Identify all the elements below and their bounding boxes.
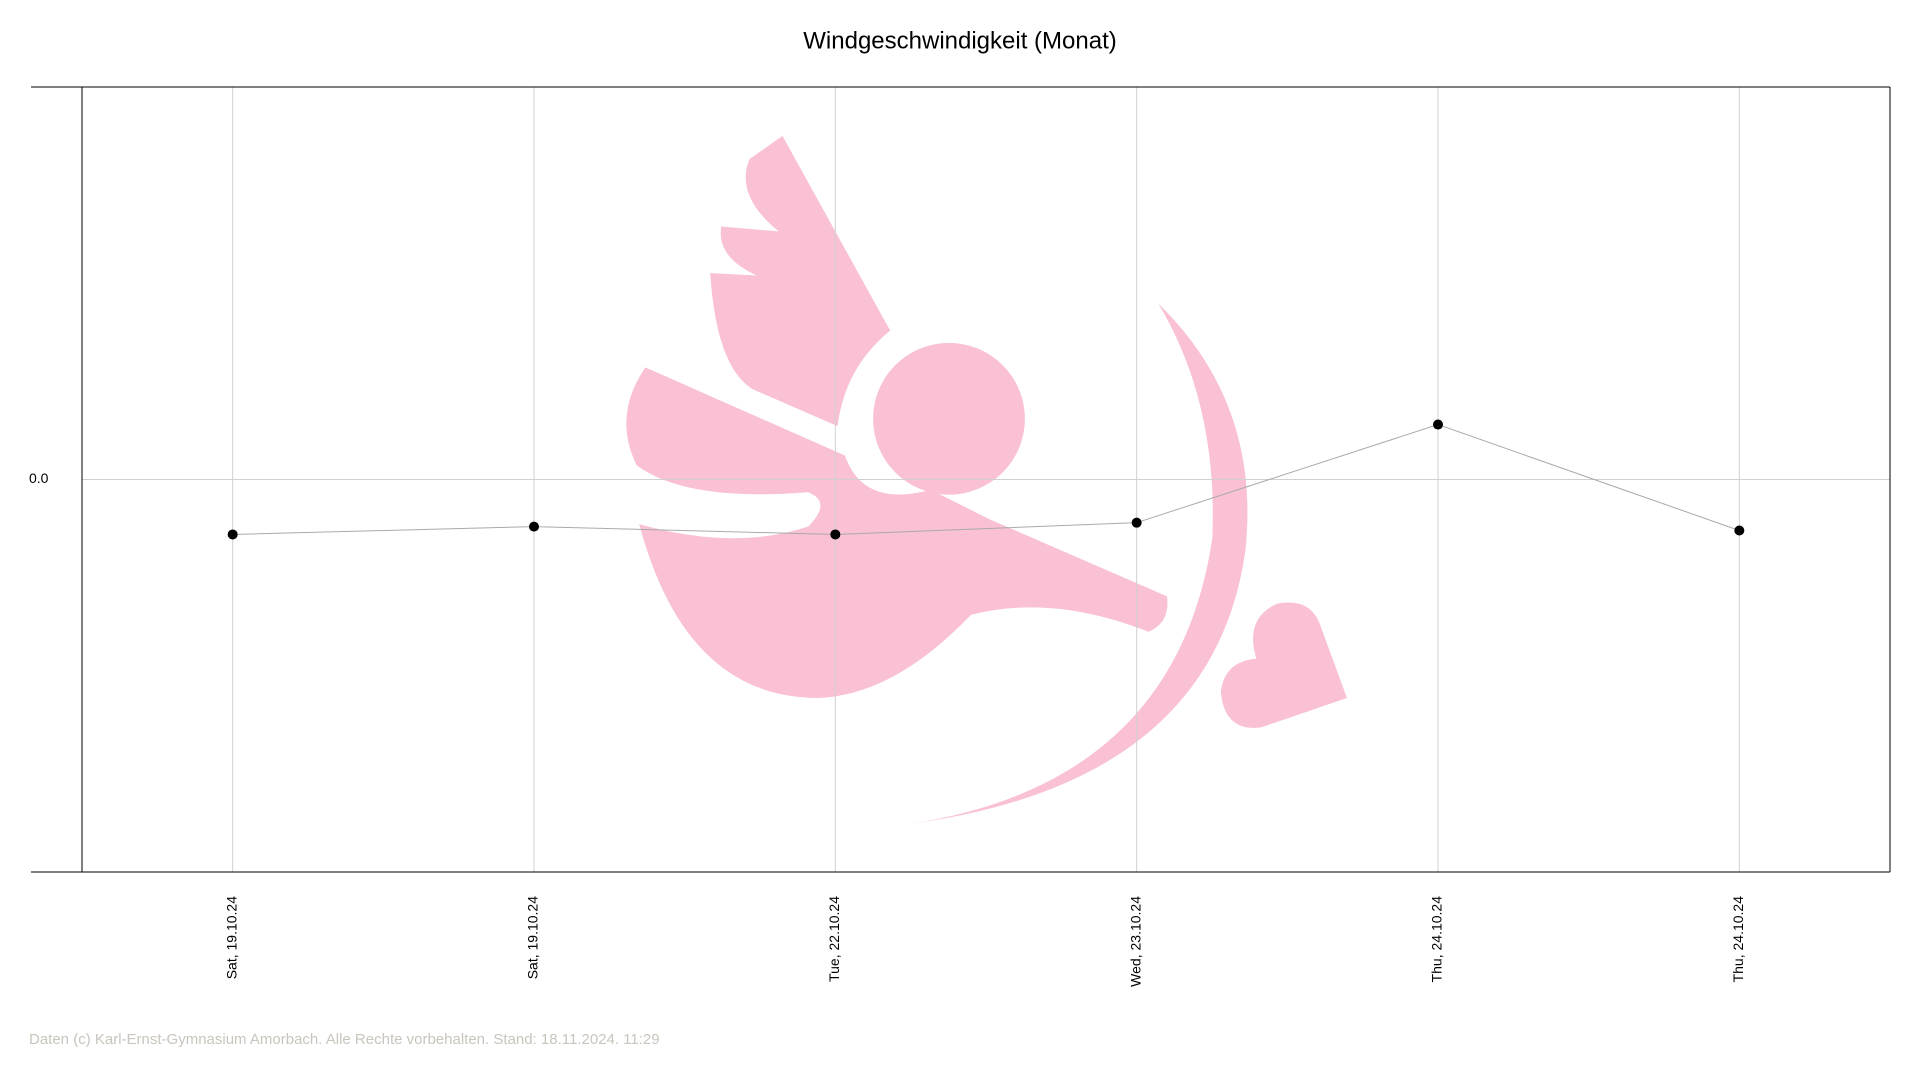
data-point xyxy=(1734,525,1745,536)
watermark-logo xyxy=(626,135,1347,825)
x-tick-label: Thu, 24.10.24 xyxy=(1730,896,1746,983)
x-tick-label: Wed, 23.10.24 xyxy=(1127,896,1143,987)
chart-title: Windgeschwindigkeit (Monat) xyxy=(803,27,1116,54)
x-tick-label: Sat, 19.10.24 xyxy=(223,896,239,980)
data-point xyxy=(227,529,238,540)
data-point xyxy=(1131,517,1142,528)
y-tick-label: 0.0 xyxy=(29,470,49,486)
axes xyxy=(31,86,1891,873)
x-tick-label: Thu, 24.10.24 xyxy=(1429,896,1445,983)
data-point xyxy=(529,521,539,532)
x-tick-label: Tue, 22.10.24 xyxy=(826,896,842,982)
x-tick-label: Sat, 19.10.24 xyxy=(525,896,541,980)
data-point xyxy=(1433,419,1443,430)
footer: Daten (c) Karl-Ernst-Gymnasium Amorbach.… xyxy=(29,1031,660,1048)
data-point xyxy=(830,529,841,540)
data-line xyxy=(232,424,1740,535)
